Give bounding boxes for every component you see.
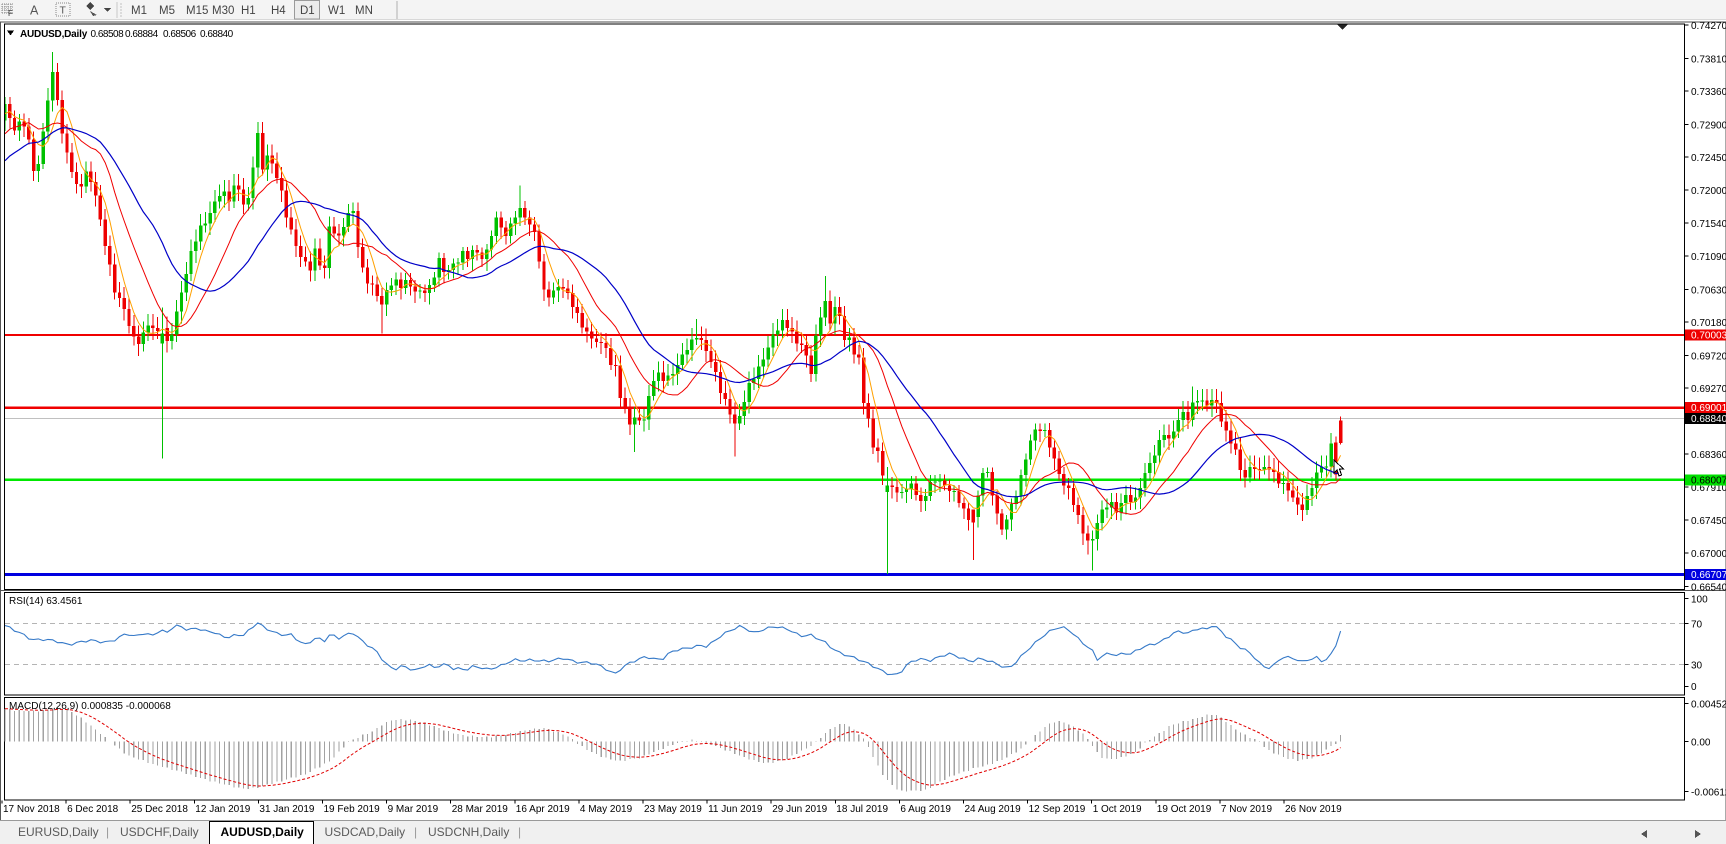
svg-text:23 May 2019: 23 May 2019 xyxy=(644,804,702,815)
svg-text:0.68360: 0.68360 xyxy=(1691,450,1726,461)
svg-text:0.74270: 0.74270 xyxy=(1691,21,1726,32)
svg-text:0.69270: 0.69270 xyxy=(1691,384,1726,395)
svg-text:0.71540: 0.71540 xyxy=(1691,219,1726,230)
svg-text:0.66540: 0.66540 xyxy=(1691,582,1726,593)
svg-text:30: 30 xyxy=(1691,660,1703,671)
svg-text:0.69720: 0.69720 xyxy=(1691,351,1726,362)
svg-text:7 Nov 2019: 7 Nov 2019 xyxy=(1221,804,1273,815)
svg-text:19 Feb 2019: 19 Feb 2019 xyxy=(324,804,381,815)
svg-text:AUDUSD,Daily: AUDUSD,Daily xyxy=(20,29,88,40)
svg-text:70: 70 xyxy=(1691,620,1703,631)
svg-text:M15: M15 xyxy=(186,5,208,17)
svg-text:28 Mar 2019: 28 Mar 2019 xyxy=(452,804,509,815)
svg-text:0.70630: 0.70630 xyxy=(1691,285,1726,296)
svg-text:USDCHF,Daily: USDCHF,Daily xyxy=(120,825,199,839)
svg-text:|: | xyxy=(106,825,109,839)
svg-text:M5: M5 xyxy=(159,5,175,17)
svg-text:W1: W1 xyxy=(328,5,345,17)
svg-text:0.67450: 0.67450 xyxy=(1691,516,1726,527)
svg-text:31 Jan 2019: 31 Jan 2019 xyxy=(259,804,314,815)
svg-text:26 Nov 2019: 26 Nov 2019 xyxy=(1285,804,1342,815)
svg-text:0.72900: 0.72900 xyxy=(1691,120,1726,131)
svg-text:6 Aug 2019: 6 Aug 2019 xyxy=(900,804,951,815)
svg-text:AUDUSD,Daily: AUDUSD,Daily xyxy=(221,825,305,839)
svg-text:12 Jan 2019: 12 Jan 2019 xyxy=(195,804,250,815)
svg-text:0.70003: 0.70003 xyxy=(1691,330,1726,341)
svg-text:16 Apr 2019: 16 Apr 2019 xyxy=(516,804,570,815)
svg-text:18 Jul 2019: 18 Jul 2019 xyxy=(836,804,888,815)
svg-text:0.70180: 0.70180 xyxy=(1691,318,1726,329)
svg-text:USDCNH,Daily: USDCNH,Daily xyxy=(428,825,509,839)
svg-text:0.69001: 0.69001 xyxy=(1691,403,1726,414)
svg-text:D1: D1 xyxy=(300,5,315,17)
svg-text:0.73360: 0.73360 xyxy=(1691,87,1726,98)
svg-text:0.71090: 0.71090 xyxy=(1691,252,1726,263)
svg-text:4 May 2019: 4 May 2019 xyxy=(580,804,633,815)
svg-text:29 Jun 2019: 29 Jun 2019 xyxy=(772,804,827,815)
svg-text:1 Oct 2019: 1 Oct 2019 xyxy=(1093,804,1142,815)
svg-text:H1: H1 xyxy=(241,5,256,17)
svg-text:0.00: 0.00 xyxy=(1691,737,1711,748)
svg-text:100: 100 xyxy=(1691,595,1708,606)
svg-text:0: 0 xyxy=(1691,682,1697,693)
svg-text:USDCAD,Daily: USDCAD,Daily xyxy=(325,825,406,839)
svg-text:EURUSD,Daily: EURUSD,Daily xyxy=(18,825,99,839)
svg-text:6 Dec 2018: 6 Dec 2018 xyxy=(67,804,119,815)
svg-text:A: A xyxy=(30,4,39,18)
svg-text:17 Nov 2018: 17 Nov 2018 xyxy=(3,804,60,815)
svg-text:MACD(12,26,9) 0.000835 -0.0000: MACD(12,26,9) 0.000835 -0.000068 xyxy=(9,701,171,712)
svg-text:0.67000: 0.67000 xyxy=(1691,549,1726,560)
svg-text:24 Aug 2019: 24 Aug 2019 xyxy=(965,804,1022,815)
svg-text:25 Dec 2018: 25 Dec 2018 xyxy=(131,804,188,815)
svg-text:M30: M30 xyxy=(212,5,234,17)
svg-text:12 Sep 2019: 12 Sep 2019 xyxy=(1029,804,1086,815)
svg-text:T: T xyxy=(60,5,67,17)
svg-text:0.68007: 0.68007 xyxy=(1691,475,1726,486)
svg-text:0.68840: 0.68840 xyxy=(1691,414,1726,425)
svg-text:0.72000: 0.72000 xyxy=(1691,186,1726,197)
svg-text:RSI(14) 63.4561: RSI(14) 63.4561 xyxy=(9,596,83,607)
svg-text:|: | xyxy=(518,825,521,839)
svg-text:MN: MN xyxy=(355,5,373,17)
svg-text:0.004528: 0.004528 xyxy=(1691,700,1726,711)
svg-text:0.73810: 0.73810 xyxy=(1691,54,1726,65)
svg-text:0.72450: 0.72450 xyxy=(1691,153,1726,164)
svg-text:H4: H4 xyxy=(271,5,286,17)
svg-text:-0.006122: -0.006122 xyxy=(1691,787,1726,798)
svg-text:F: F xyxy=(8,9,13,18)
svg-text:|: | xyxy=(414,825,417,839)
svg-text:0.67910: 0.67910 xyxy=(1691,483,1726,494)
svg-text:0.66707: 0.66707 xyxy=(1691,570,1726,581)
svg-text:M1: M1 xyxy=(131,5,147,17)
svg-text:11 Jun 2019: 11 Jun 2019 xyxy=(708,804,763,815)
svg-text:19 Oct 2019: 19 Oct 2019 xyxy=(1157,804,1212,815)
svg-text:9 Mar 2019: 9 Mar 2019 xyxy=(388,804,439,815)
